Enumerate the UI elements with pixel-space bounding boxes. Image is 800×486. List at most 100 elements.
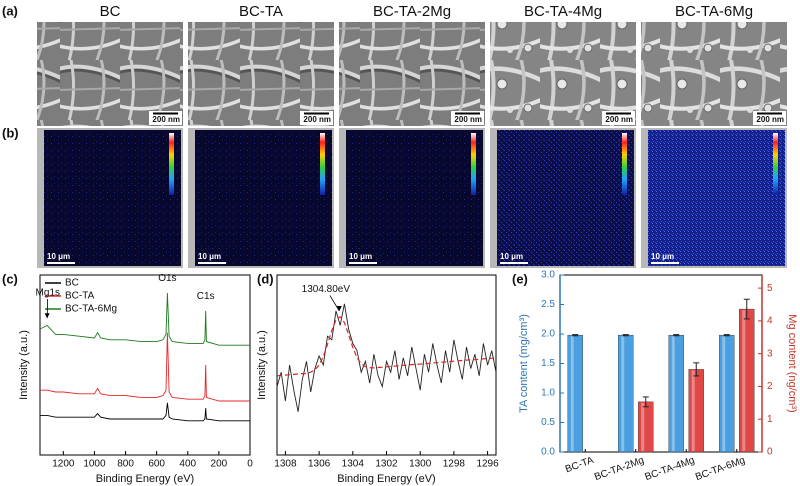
x-tick-label: 1296 (476, 459, 499, 470)
y-tick-label: 0.5 (541, 417, 555, 428)
eds-map (346, 130, 483, 266)
x-tick-label: 1304 (342, 459, 365, 470)
column-title: BC-TA-4Mg (524, 3, 602, 20)
map-scale-bar: 10 μm (349, 252, 372, 261)
bar-highlight (671, 336, 675, 451)
y2-tick-label: 4 (767, 316, 773, 327)
sem-scale-bar: 200 nm (756, 115, 784, 124)
bar-highlight (641, 402, 645, 451)
x-tick-label: 800 (117, 459, 134, 470)
series-line (40, 402, 250, 422)
legend-label: BC-TA-6Mg (65, 304, 117, 315)
bar-highlight (722, 336, 726, 451)
x-tick-label: 1300 (409, 459, 432, 470)
y2-tick-label: 2 (767, 381, 773, 392)
x-tick-label: 600 (148, 459, 165, 470)
annotation: 1304.80eV (302, 284, 351, 295)
bar (719, 334, 735, 453)
y2-tick-label: 3 (767, 348, 773, 359)
color-scale (320, 133, 325, 195)
map-scale-bar: 10 μm (47, 252, 70, 261)
plot-frame (39, 274, 251, 456)
bar (567, 334, 583, 453)
column-title: BC-TA (239, 3, 283, 20)
x-tick-label: 0 (247, 459, 253, 470)
arrow-head (44, 313, 50, 319)
column-title: BC-TA-2Mg (373, 3, 451, 20)
color-scale (471, 133, 476, 195)
sem-image (490, 22, 636, 126)
x-axis-label: Binding Energy (eV) (96, 473, 194, 485)
legend-label: BC-TA (65, 291, 95, 302)
sem-scale-bar: 200 nm (152, 115, 180, 124)
column-title: BC-TA-6Mg (675, 3, 753, 20)
y2-tick-label: 1 (767, 414, 773, 425)
series-line (276, 315, 497, 377)
y-axis-label: Intensity (a.u.) (256, 330, 268, 400)
arrow-head (336, 306, 342, 311)
x-tick-label: 1308 (274, 459, 297, 470)
series-line (40, 332, 250, 402)
map-scale-bar: 10 μm (198, 252, 221, 261)
panel-label: (d) (257, 271, 274, 286)
series-line (276, 303, 497, 412)
series-line (39, 292, 250, 346)
legend-label: BC (65, 278, 79, 289)
panel-label: (e) (512, 271, 528, 286)
y2-axis-label: Mg content (ng/cm³) (786, 314, 798, 412)
column-title: BC (100, 3, 121, 20)
panel-label: (c) (2, 271, 18, 286)
plot-frame (276, 274, 497, 456)
y-axis-label: TA content (mg/cm³) (518, 314, 530, 413)
y-tick-label: 1.0 (541, 388, 555, 399)
x-tick-label: 1200 (52, 459, 75, 470)
y-tick-label: 2.0 (541, 329, 555, 340)
bar-highlight (742, 310, 746, 451)
bar-highlight (570, 336, 574, 451)
eds-map (44, 130, 181, 266)
x-tick-label: BC-TA-6Mg (694, 455, 747, 483)
sem-image (37, 22, 183, 126)
annotation: C1s (197, 291, 215, 302)
eds-map (195, 130, 332, 266)
bar (668, 334, 684, 453)
x-tick-label: BC-TA (564, 455, 596, 475)
bar (739, 308, 755, 453)
y-axis-label: Intensity (a.u.) (18, 330, 30, 400)
y-tick-label: 3.0 (541, 270, 555, 281)
panel-label: (a) (2, 3, 18, 18)
map-scale-bar: 10 μm (651, 252, 674, 261)
bar (688, 369, 704, 453)
x-tick-label: 200 (211, 459, 228, 470)
color-scale (169, 133, 174, 195)
bar-highlight (691, 370, 695, 451)
y-tick-label: 1.5 (541, 358, 555, 369)
bar-highlight (621, 336, 625, 451)
color-scale (773, 133, 778, 195)
sem-scale-bar: 200 nm (454, 115, 482, 124)
y-tick-label: 0.0 (541, 447, 555, 458)
sem-image (641, 22, 787, 126)
eds-map (497, 130, 634, 266)
x-tick-label: 1302 (375, 459, 398, 470)
sem-scale-bar: 200 nm (605, 115, 633, 124)
map-scale-bar: 10 μm (500, 252, 523, 261)
sem-image (188, 22, 334, 126)
x-axis-label: Binding Energy (eV) (337, 473, 435, 485)
x-tick-label: BC-TA-2Mg (593, 455, 646, 483)
eds-map (648, 130, 785, 266)
color-scale (622, 133, 627, 195)
x-tick-label: 1306 (308, 459, 331, 470)
y2-tick-label: 5 (767, 283, 773, 294)
bar (638, 401, 654, 453)
sem-scale-bar: 200 nm (303, 115, 331, 124)
panel-label: (b) (2, 125, 19, 140)
bar (618, 334, 634, 453)
x-tick-label: BC-TA-4Mg (644, 455, 697, 483)
x-tick-label: 1298 (443, 459, 466, 470)
annotation: O1s (158, 273, 176, 284)
sem-image (339, 22, 485, 126)
y-tick-label: 2.5 (541, 299, 555, 310)
annotation: Mg1s (36, 288, 60, 299)
